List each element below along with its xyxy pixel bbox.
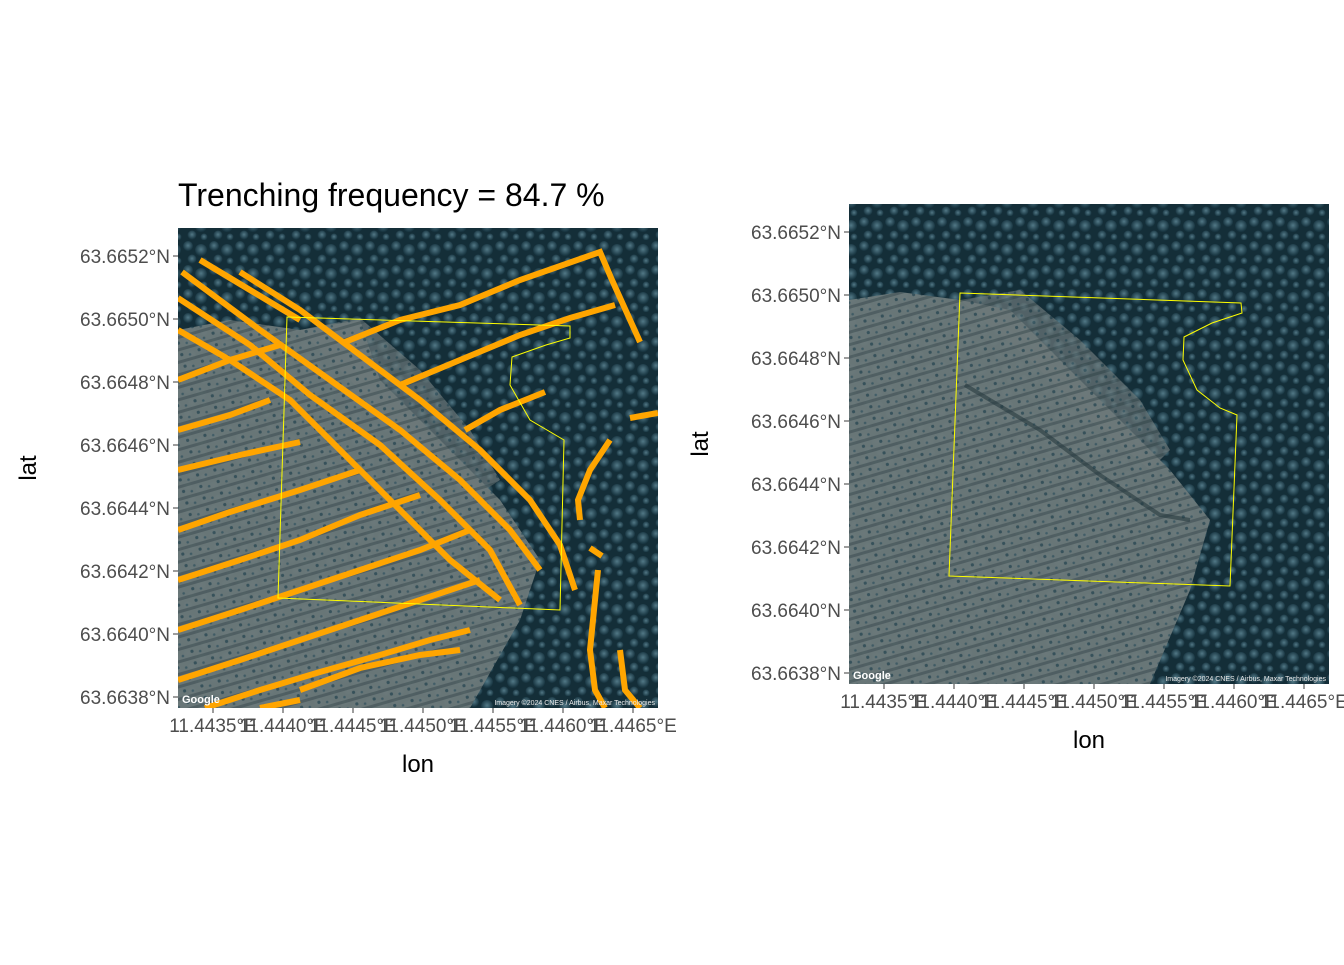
x-tick-label: 11.4455°E — [449, 716, 537, 737]
satellite-imagery: Google Imagery ©2024 CNES / Airbus, Maxa… — [178, 228, 658, 708]
trench-lines — [178, 248, 658, 708]
y-tick-label: 63.6642°N — [80, 562, 170, 583]
plot-title: Trenching frequency = 84.7 % — [178, 177, 605, 213]
x-tick-label: 11.4460°E — [519, 716, 607, 737]
axes-panel-1: 11.4435°E11.4440°E11.4445°E11.4450°E11.4… — [80, 247, 677, 737]
y-tick-label: 63.6638°N — [751, 664, 841, 685]
x-tick-label: 11.4455°E — [1120, 692, 1208, 713]
clear-cut-area — [849, 292, 1210, 684]
satellite-imagery: Google Imagery ©2024 CNES / Airbus, Maxa… — [849, 204, 1329, 684]
axes-panel-2: 11.4435°E11.4440°E11.4445°E11.4450°E11.4… — [751, 223, 1344, 713]
x-axis-title: lon — [1073, 727, 1105, 754]
x-tick-label: 11.4435°E — [840, 692, 928, 713]
y-tick-label: 63.6646°N — [80, 436, 170, 457]
imagery-credit: Imagery ©2024 CNES / Airbus, Maxar Techn… — [1165, 675, 1326, 683]
imagery-credit: Imagery ©2024 CNES / Airbus, Maxar Techn… — [494, 699, 655, 707]
y-tick-label: 63.6644°N — [751, 475, 841, 496]
panel-trenching-map: Trenching frequency = 84.7 % — [15, 177, 677, 778]
y-tick-label: 63.6650°N — [751, 286, 841, 307]
x-tick-label: 11.4450°E — [1050, 692, 1138, 713]
x-tick-label: 11.4445°E — [309, 716, 397, 737]
y-tick-label: 63.6642°N — [751, 538, 841, 559]
google-logo: Google — [853, 670, 891, 682]
y-tick-label: 63.6652°N — [751, 223, 841, 244]
x-tick-label: 11.4450°E — [379, 716, 467, 737]
google-logo: Google — [182, 694, 220, 706]
y-tick-label: 63.6652°N — [80, 247, 170, 268]
y-tick-label: 63.6644°N — [80, 499, 170, 520]
x-tick-label: 11.4465°E — [1260, 692, 1344, 713]
x-tick-label: 11.4435°E — [169, 716, 257, 737]
x-tick-label: 11.4440°E — [910, 692, 998, 713]
y-tick-label: 63.6640°N — [751, 601, 841, 622]
y-axis-title: lat — [687, 431, 714, 457]
x-tick-label: 11.4465°E — [589, 716, 677, 737]
y-tick-label: 63.6640°N — [80, 625, 170, 646]
y-tick-label: 63.6648°N — [751, 349, 841, 370]
panel-site-map: Google Imagery ©2024 CNES / Airbus, Maxa… — [687, 204, 1344, 754]
x-axis-title: lon — [402, 751, 434, 778]
site-boundary — [948, 292, 1243, 587]
x-tick-label: 11.4440°E — [239, 716, 327, 737]
x-tick-label: 11.4445°E — [980, 692, 1068, 713]
x-tick-label: 11.4460°E — [1190, 692, 1278, 713]
y-tick-label: 63.6648°N — [80, 373, 170, 394]
y-tick-label: 63.6638°N — [80, 688, 170, 709]
y-axis-title: lat — [15, 455, 42, 481]
site-boundary — [277, 316, 571, 611]
y-tick-label: 63.6646°N — [751, 412, 841, 433]
y-tick-label: 63.6650°N — [80, 310, 170, 331]
